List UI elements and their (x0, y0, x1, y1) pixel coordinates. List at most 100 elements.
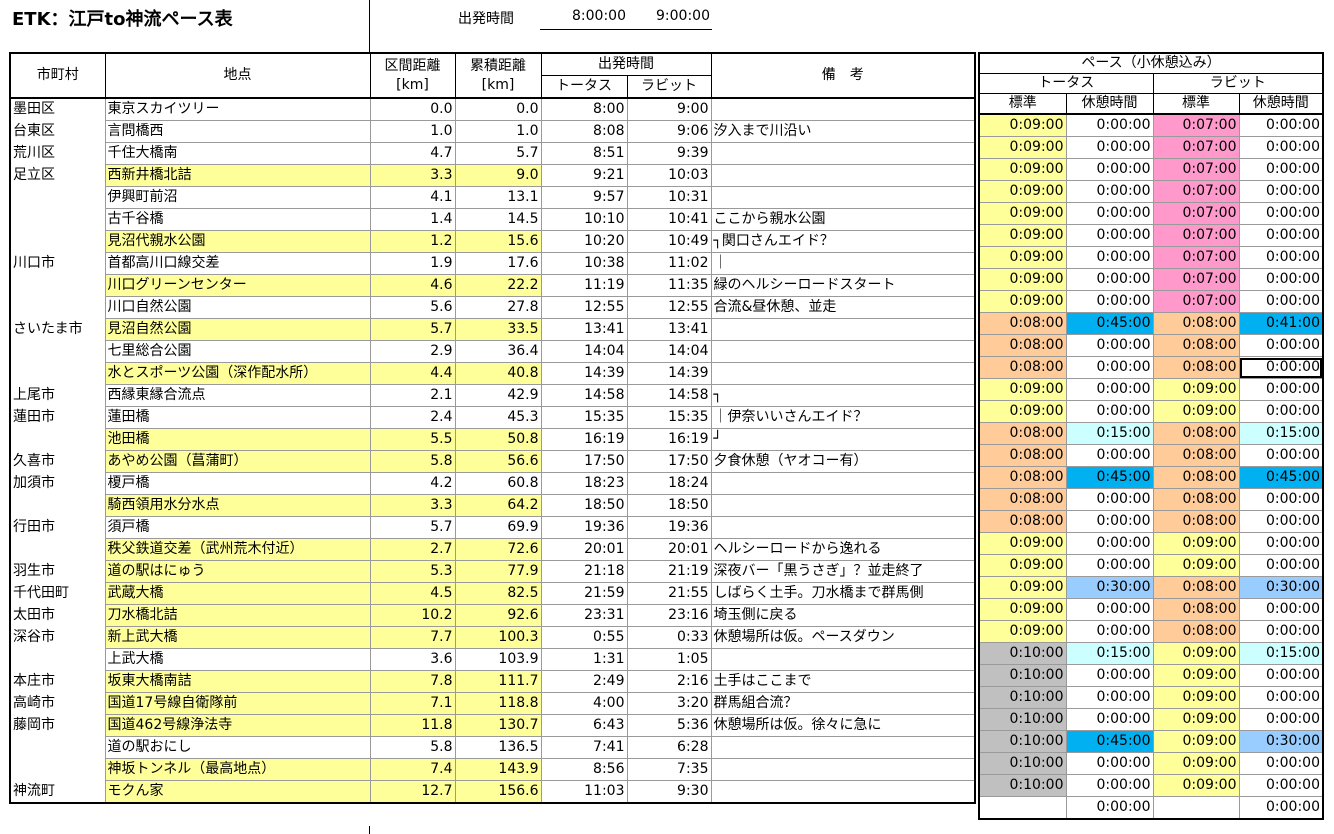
section-distance-cell[interactable]: 5.8 (369, 736, 456, 759)
tortoise-time-cell[interactable]: 10:20 (540, 230, 628, 253)
point-cell[interactable]: 蓮田橋 (104, 406, 371, 429)
rabbit-rest-cell[interactable]: 0:00:00 (1238, 488, 1324, 511)
tortoise-time-cell[interactable]: 4:00 (540, 692, 628, 715)
tortoise-time-cell[interactable]: 7:41 (540, 736, 628, 759)
point-cell[interactable]: 言問橋西 (104, 120, 371, 143)
rabbit-rest-cell[interactable]: 0:00:00 (1238, 202, 1324, 225)
rabbit-time-cell[interactable]: 9:00 (626, 97, 712, 121)
tortoise-rest-cell[interactable]: 0:15:00 (1065, 642, 1154, 665)
tortoise-standard-cell[interactable]: 0:08:00 (978, 334, 1067, 357)
rabbit-standard-cell[interactable]: 0:08:00 (1152, 510, 1240, 533)
rabbit-rest-cell[interactable]: 0:00:00 (1238, 334, 1324, 357)
point-cell[interactable]: 騎西領用水分水点 (104, 494, 371, 517)
tortoise-standard-cell[interactable]: 0:08:00 (978, 444, 1067, 467)
remarks-cell[interactable]: ┐ (710, 384, 976, 407)
departure-time-tortoise[interactable]: 8:00:00 (572, 8, 626, 24)
municipality-cell[interactable]: 久喜市 (9, 450, 106, 473)
remarks-cell[interactable] (710, 318, 976, 341)
municipality-cell[interactable]: 高崎市 (9, 692, 106, 715)
remarks-cell[interactable]: 緑のヘルシーロードスタート (710, 274, 976, 297)
tortoise-time-cell[interactable]: 23:31 (540, 604, 628, 627)
cumulative-distance-cell[interactable]: 36.4 (454, 340, 542, 363)
rabbit-rest-cell[interactable]: 0:00:00 (1238, 268, 1324, 291)
municipality-cell[interactable]: 墨田区 (9, 97, 106, 121)
tortoise-rest-cell[interactable]: 0:00:00 (1065, 202, 1154, 225)
municipality-cell[interactable] (9, 186, 106, 209)
tortoise-rest-cell[interactable]: 0:00:00 (1065, 444, 1154, 467)
municipality-cell[interactable]: 行田市 (9, 516, 106, 539)
rabbit-rest-cell[interactable]: 0:00:00 (1238, 752, 1324, 775)
tortoise-rest-cell[interactable]: 0:00:00 (1065, 620, 1154, 643)
cumulative-distance-cell[interactable]: 33.5 (454, 318, 542, 341)
point-cell[interactable]: 川口グリーンセンター (104, 274, 371, 297)
tortoise-rest-cell[interactable]: 0:00:00 (1065, 334, 1154, 357)
municipality-cell[interactable] (9, 428, 106, 451)
section-distance-cell[interactable]: 4.7 (369, 142, 456, 165)
municipality-cell[interactable]: 神流町 (9, 780, 106, 803)
remarks-cell[interactable]: 休憩場所は仮。徐々に急に (710, 714, 976, 737)
tortoise-time-cell[interactable]: 15:35 (540, 406, 628, 429)
rabbit-standard-cell[interactable]: 0:09:00 (1152, 752, 1240, 775)
point-cell[interactable]: あやめ公園（菖蒲町） (104, 450, 371, 473)
rabbit-time-cell[interactable]: 14:39 (626, 362, 712, 385)
municipality-cell[interactable]: 本庄市 (9, 670, 106, 693)
section-distance-cell[interactable]: 0.0 (369, 97, 456, 121)
point-cell[interactable]: 秩父鉄道交差（武州荒木付近） (104, 538, 371, 561)
tortoise-time-cell[interactable]: 2:49 (540, 670, 628, 693)
section-distance-cell[interactable]: 1.2 (369, 230, 456, 253)
cumulative-distance-cell[interactable]: 60.8 (454, 472, 542, 495)
tortoise-rest-cell[interactable]: 0:00:00 (1065, 708, 1154, 731)
rabbit-rest-cell[interactable]: 0:00:00 (1238, 708, 1324, 731)
cumulative-distance-cell[interactable]: 130.7 (454, 714, 542, 737)
tortoise-standard-cell[interactable]: 0:10:00 (978, 664, 1067, 687)
municipality-cell[interactable] (9, 208, 106, 231)
tortoise-rest-cell[interactable]: 0:30:00 (1065, 576, 1154, 599)
point-cell[interactable]: 坂東大橋南詰 (104, 670, 371, 693)
rabbit-rest-cell[interactable]: 0:00:00 (1238, 180, 1324, 203)
tortoise-standard-cell[interactable]: 0:08:00 (978, 356, 1067, 379)
rabbit-time-cell[interactable]: 3:20 (626, 692, 712, 715)
point-cell[interactable]: 千住大橋南 (104, 142, 371, 165)
cumulative-distance-cell[interactable]: 0.0 (454, 97, 542, 121)
point-cell[interactable]: 東京スカイツリー (104, 97, 371, 121)
rabbit-standard-cell[interactable]: 0:07:00 (1152, 290, 1240, 313)
cumulative-distance-cell[interactable]: 9.0 (454, 164, 542, 187)
rabbit-standard-cell[interactable]: 0:08:00 (1152, 312, 1240, 335)
tortoise-standard-cell[interactable]: 0:09:00 (978, 268, 1067, 291)
tortoise-rest-cell[interactable]: 0:00:00 (1065, 598, 1154, 621)
rabbit-time-cell[interactable]: 15:35 (626, 406, 712, 429)
section-distance-cell[interactable]: 4.4 (369, 362, 456, 385)
section-distance-cell[interactable]: 4.6 (369, 274, 456, 297)
remarks-cell[interactable]: 土手はここまで (710, 670, 976, 693)
tortoise-standard-cell[interactable]: 0:09:00 (978, 598, 1067, 621)
rabbit-standard-cell[interactable]: 0:09:00 (1152, 400, 1240, 423)
point-cell[interactable]: 国道462号線浄法寺 (104, 714, 371, 737)
point-cell[interactable]: 刀水橋北詰 (104, 604, 371, 627)
remarks-cell[interactable] (710, 362, 976, 385)
rabbit-rest-cell[interactable]: 0:30:00 (1238, 576, 1324, 599)
section-distance-cell[interactable]: 2.9 (369, 340, 456, 363)
remarks-cell[interactable] (710, 516, 976, 539)
section-distance-cell[interactable]: 12.7 (369, 780, 456, 804)
rabbit-rest-cell[interactable]: 0:00:00 (1238, 356, 1324, 379)
tortoise-standard-cell[interactable]: 0:08:00 (978, 510, 1067, 533)
rabbit-rest-cell[interactable]: 0:00:00 (1238, 620, 1324, 643)
rabbit-standard-cell[interactable]: 0:09:00 (1152, 686, 1240, 709)
tortoise-standard-cell[interactable]: 0:09:00 (978, 290, 1067, 313)
municipality-cell[interactable] (9, 538, 106, 561)
rabbit-time-cell[interactable]: 18:24 (626, 472, 712, 495)
section-distance-cell[interactable]: 11.8 (369, 714, 456, 737)
rabbit-standard-cell[interactable]: 0:07:00 (1152, 202, 1240, 225)
cumulative-distance-cell[interactable]: 5.7 (454, 142, 542, 165)
tortoise-rest-cell[interactable]: 0:00:00 (1065, 136, 1154, 159)
tortoise-standard-cell[interactable]: 0:09:00 (978, 400, 1067, 423)
rabbit-rest-cell[interactable]: 0:00:00 (1238, 554, 1324, 577)
municipality-cell[interactable] (9, 758, 106, 781)
remarks-cell[interactable] (710, 340, 976, 363)
point-cell[interactable]: 神坂トンネル（最高地点） (104, 758, 371, 781)
tortoise-rest-cell[interactable]: 0:00:00 (1065, 268, 1154, 291)
section-distance-cell[interactable]: 7.7 (369, 626, 456, 649)
section-distance-cell[interactable]: 5.7 (369, 318, 456, 341)
rabbit-time-cell[interactable]: 11:02 (626, 252, 712, 275)
municipality-cell[interactable] (9, 362, 106, 385)
